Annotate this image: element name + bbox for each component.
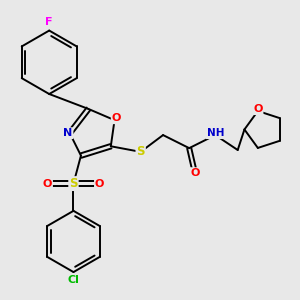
Text: NH: NH bbox=[207, 128, 224, 138]
Text: F: F bbox=[46, 17, 53, 27]
Text: O: O bbox=[112, 113, 121, 123]
Text: S: S bbox=[136, 146, 145, 158]
Text: Cl: Cl bbox=[68, 275, 80, 285]
Text: O: O bbox=[253, 104, 262, 114]
Text: O: O bbox=[95, 178, 104, 189]
Text: S: S bbox=[69, 177, 78, 190]
Text: O: O bbox=[43, 178, 52, 189]
Text: O: O bbox=[190, 168, 200, 178]
Text: N: N bbox=[63, 128, 73, 138]
